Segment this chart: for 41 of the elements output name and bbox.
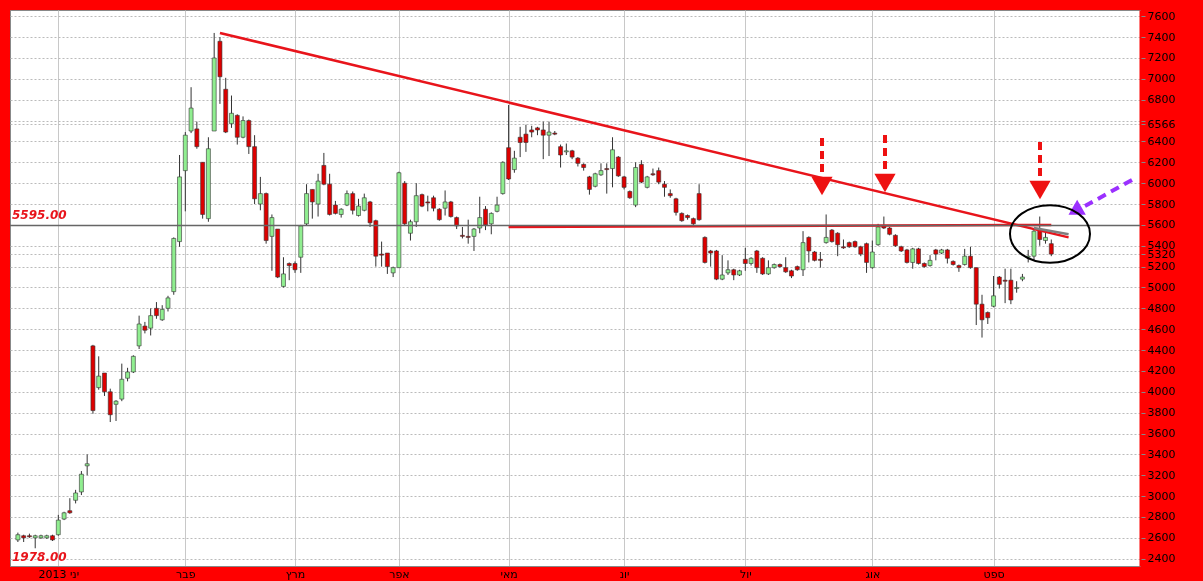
x-tick-label: יול (739, 567, 752, 581)
x-tick-label: ספט (983, 567, 1005, 581)
candlestick (956, 264, 962, 273)
y-tick-label: 7600 (1147, 9, 1176, 23)
x-tick-label: מרץ (285, 567, 306, 581)
y-tick-label: 5800 (1147, 197, 1176, 211)
y-tick-label: 2800 (1147, 510, 1176, 524)
candlestick (84, 453, 90, 476)
y-tick-label: 3600 (1147, 427, 1176, 441)
y-tick-label: 5600 (1147, 218, 1176, 232)
x-tick-label: 2013 יני (38, 567, 80, 581)
candlestick (119, 363, 125, 402)
y-tick-label: 3000 (1147, 489, 1176, 503)
x-tick-label: אוג (865, 567, 881, 581)
ref-line-label: 5595.00 (12, 208, 67, 223)
y-tick-label: 6000 (1147, 176, 1176, 190)
y-tick-label: 4400 (1147, 343, 1176, 357)
y-tick-label: 6800 (1147, 93, 1176, 107)
y-tick-label: 3800 (1147, 406, 1176, 420)
y-tick-label: 7200 (1147, 51, 1176, 65)
x-tick-label: אפר (389, 567, 410, 581)
y-tick-label: 4200 (1147, 364, 1176, 378)
y-tick-label: 6400 (1147, 134, 1176, 148)
y-tick-label: 7000 (1147, 72, 1176, 86)
y-tick-label: 5200 (1147, 260, 1176, 274)
y-tick-label: 2400 (1147, 552, 1176, 566)
y-tick-label: 3400 (1147, 447, 1176, 461)
y-tick-label: 4800 (1147, 301, 1176, 315)
x-tick-label: פבר (176, 567, 196, 581)
annotation: 1978.00 (12, 550, 67, 564)
y-tick-label: 2600 (1147, 531, 1176, 545)
y-tick-label: 4600 (1147, 322, 1176, 336)
x-tick-label: יונ (619, 567, 630, 581)
x-tick-label: מאי (500, 567, 518, 581)
y-tick-label: 6566 (1147, 117, 1176, 131)
y-tick-label: 3200 (1147, 468, 1176, 482)
y-tick-label: 5000 (1147, 280, 1176, 294)
y-tick-label: 4000 (1147, 385, 1176, 399)
candlestick (991, 275, 996, 308)
y-tick-label: 7400 (1147, 30, 1176, 44)
y-tick-label: 6200 (1147, 155, 1176, 169)
